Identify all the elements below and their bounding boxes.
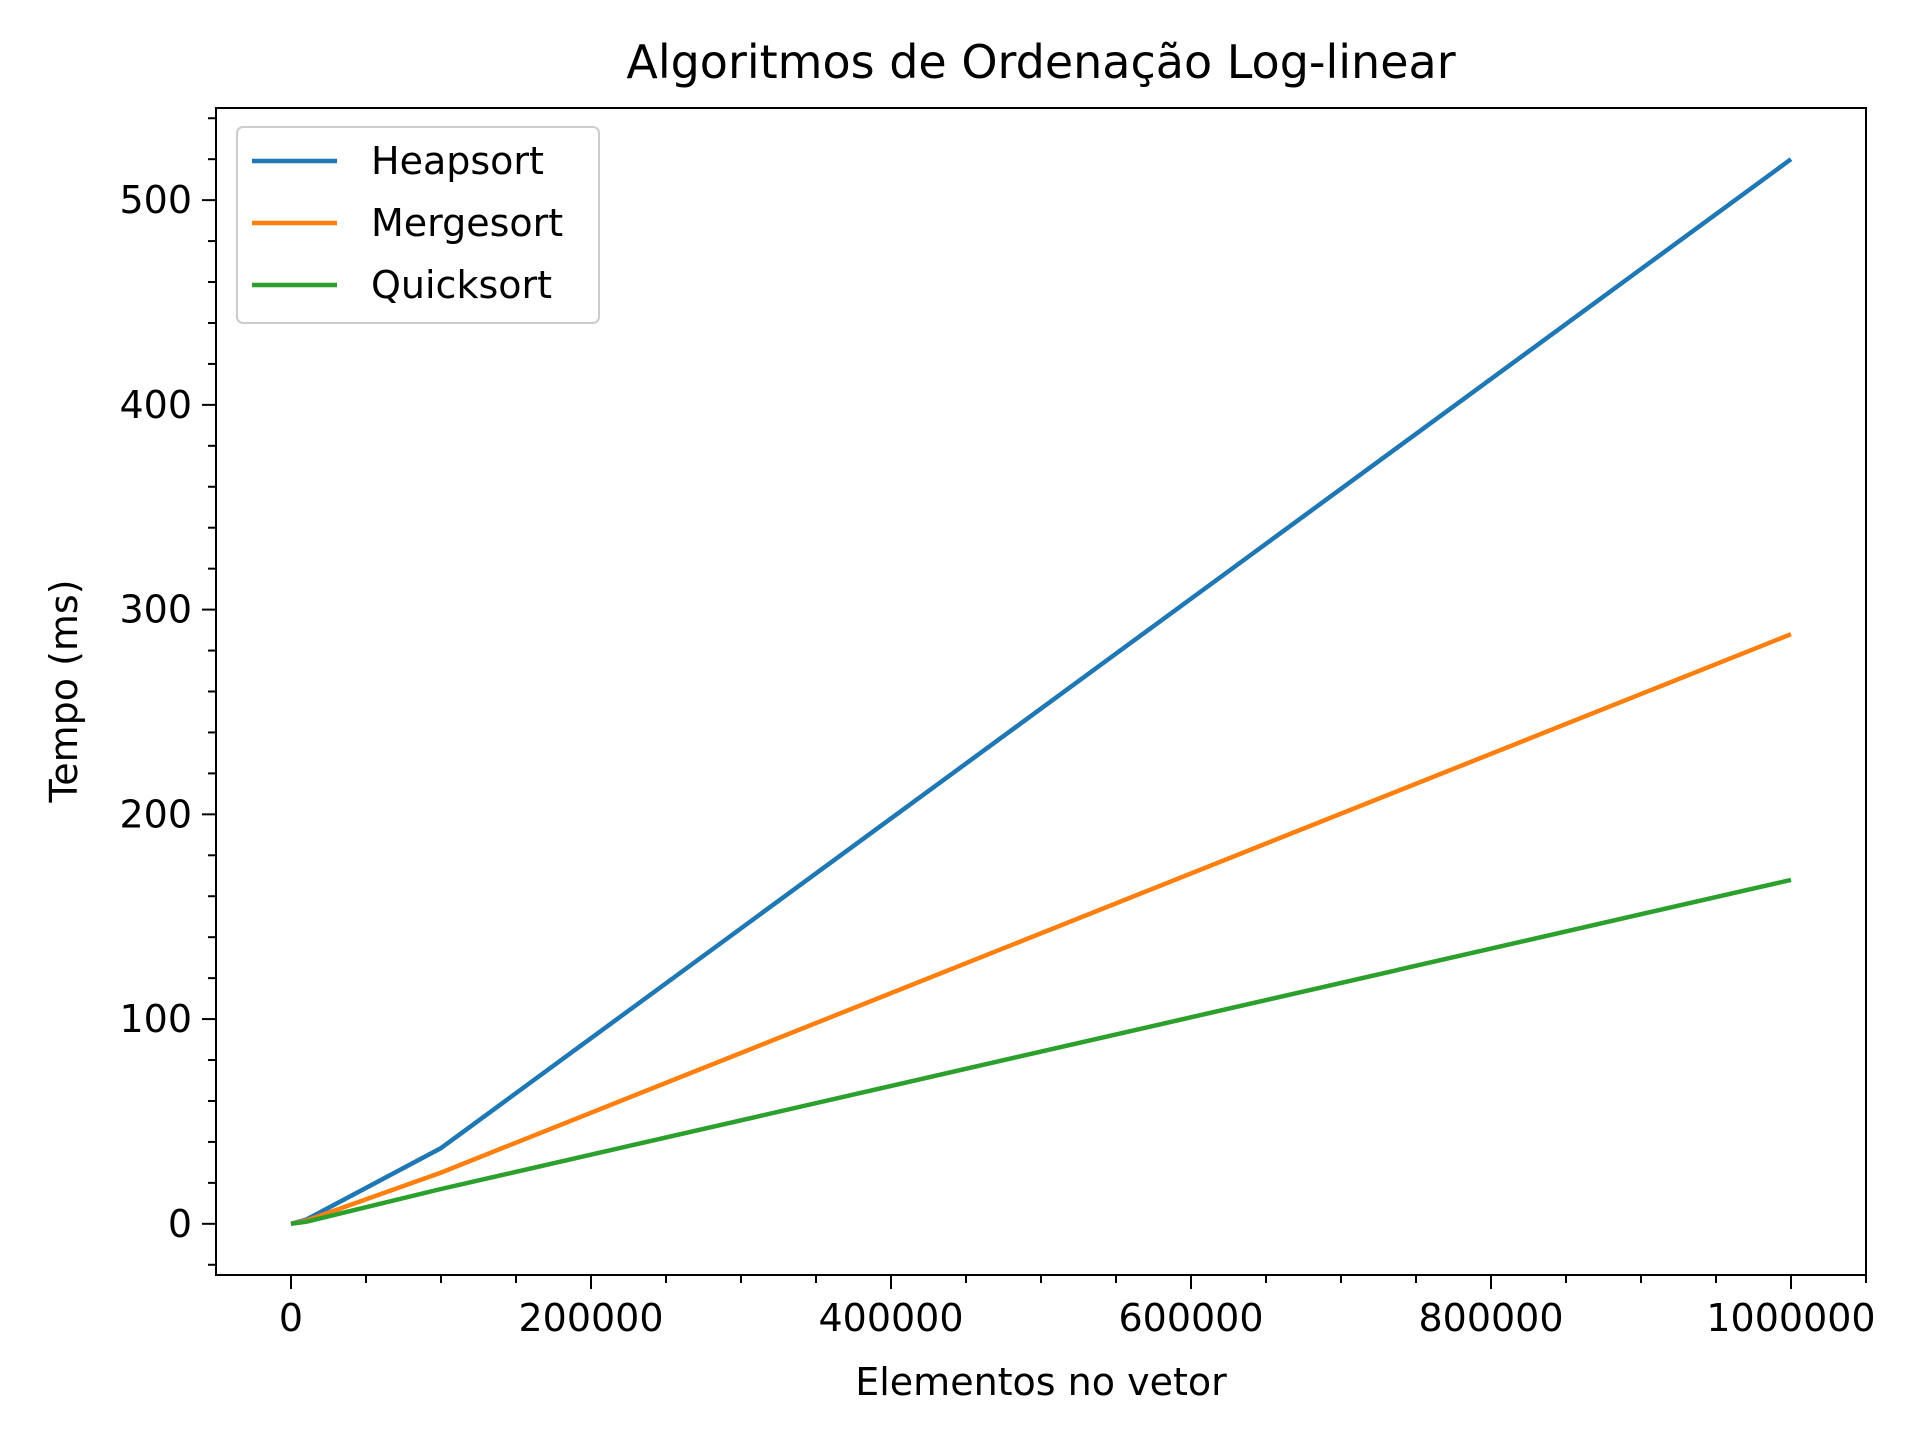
x-tick-label: 1000000 bbox=[1706, 1296, 1875, 1340]
x-axis-label: Elementos no vetor bbox=[855, 1360, 1227, 1404]
x-tick-label: 400000 bbox=[818, 1296, 963, 1340]
series-line-quicksort bbox=[290, 877, 1792, 1227]
legend: Heapsort Mergesort Quicksort bbox=[236, 126, 600, 324]
x-tick-label: 200000 bbox=[518, 1296, 663, 1340]
axes-frame bbox=[215, 107, 1867, 1276]
legend-label: Quicksort bbox=[371, 263, 552, 307]
x-tick-label: 0 bbox=[279, 1296, 303, 1340]
legend-label: Heapsort bbox=[371, 139, 544, 183]
y-tick-label: 200 bbox=[119, 792, 192, 836]
y-tick-label: 500 bbox=[119, 178, 192, 222]
y-tick-label: 100 bbox=[119, 997, 192, 1041]
y-axis: 0 100 200 300 400 500 bbox=[119, 117, 216, 1266]
series-lines bbox=[290, 157, 1793, 1227]
plot-area: 0 200000 400000 600000 800000 1000000 0 100 200… bbox=[119, 107, 1876, 1340]
legend-label: Mergesort bbox=[371, 201, 563, 245]
legend-box bbox=[236, 126, 600, 324]
x-axis: 0 200000 400000 600000 800000 1000000 bbox=[279, 1275, 1876, 1340]
y-tick-label: 300 bbox=[119, 588, 192, 632]
y-tick-label: 400 bbox=[119, 383, 192, 427]
x-tick-label: 800000 bbox=[1418, 1296, 1563, 1340]
chart-title: Algoritmos de Ordenação Log-linear bbox=[626, 35, 1455, 89]
y-axis-label: Tempo (ms) bbox=[42, 579, 86, 803]
x-tick-label: 600000 bbox=[1118, 1296, 1263, 1340]
y-tick-label: 0 bbox=[168, 1202, 192, 1246]
